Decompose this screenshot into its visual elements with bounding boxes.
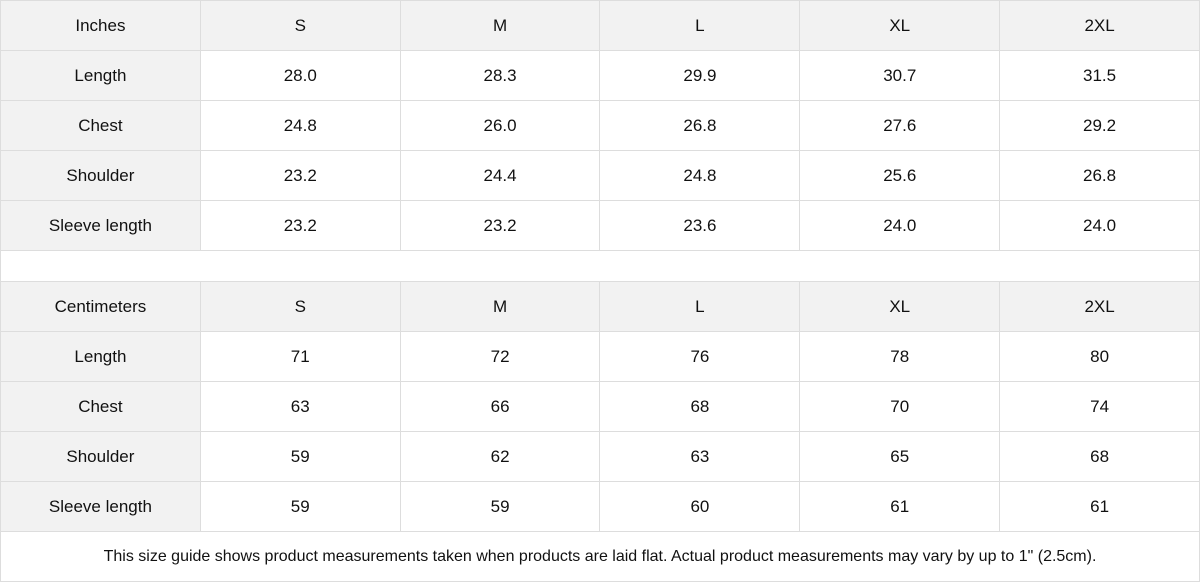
measurement-value: 63 <box>200 382 401 432</box>
size-header: L <box>600 1 801 51</box>
measurement-value: 65 <box>800 432 1001 482</box>
measurement-value: 29.2 <box>1000 101 1200 151</box>
measurement-value: 66 <box>400 382 601 432</box>
size-header: 2XL <box>1000 282 1200 332</box>
measurement-value: 24.0 <box>800 201 1001 251</box>
size-header: S <box>200 282 401 332</box>
measurement-label: Chest <box>1 382 201 432</box>
measurement-value: 59 <box>200 482 401 532</box>
measurement-value: 27.6 <box>800 101 1001 151</box>
measurement-label: Sleeve length <box>1 482 201 532</box>
measurement-label: Chest <box>1 101 201 151</box>
measurement-value: 26.8 <box>1000 151 1200 201</box>
size-header: XL <box>800 282 1001 332</box>
measurement-value: 71 <box>200 332 401 382</box>
measurement-value: 74 <box>1000 382 1200 432</box>
measurement-value: 31.5 <box>1000 51 1200 101</box>
measurement-value: 24.4 <box>400 151 601 201</box>
size-guide-note: This size guide shows product measuremen… <box>0 532 1200 582</box>
measurement-value: 23.2 <box>200 151 401 201</box>
measurement-value: 72 <box>400 332 601 382</box>
measurement-value: 70 <box>800 382 1001 432</box>
measurement-label: Shoulder <box>1 432 201 482</box>
size-header: L <box>600 282 801 332</box>
measurement-value: 60 <box>600 482 801 532</box>
measurement-value: 23.2 <box>200 201 401 251</box>
measurement-value: 59 <box>400 482 601 532</box>
measurement-label: Length <box>1 51 201 101</box>
measurement-value: 61 <box>800 482 1001 532</box>
measurement-value: 68 <box>1000 432 1200 482</box>
measurement-value: 29.9 <box>600 51 801 101</box>
measurement-value: 80 <box>1000 332 1200 382</box>
measurement-value: 78 <box>800 332 1001 382</box>
measurement-value: 30.7 <box>800 51 1001 101</box>
measurement-value: 25.6 <box>800 151 1001 201</box>
size-header: S <box>200 1 401 51</box>
size-header: M <box>400 1 601 51</box>
measurement-value: 59 <box>200 432 401 482</box>
measurement-value: 76 <box>600 332 801 382</box>
measurement-value: 23.2 <box>400 201 601 251</box>
measurement-label: Sleeve length <box>1 201 201 251</box>
measurement-value: 62 <box>400 432 601 482</box>
measurement-value: 26.0 <box>400 101 601 151</box>
size-header: M <box>400 282 601 332</box>
unit-header: Centimeters <box>1 282 201 332</box>
size-header: 2XL <box>1000 1 1200 51</box>
measurement-value: 26.8 <box>600 101 801 151</box>
measurement-value: 28.3 <box>400 51 601 101</box>
measurement-label: Length <box>1 332 201 382</box>
measurement-value: 68 <box>600 382 801 432</box>
measurement-value: 24.0 <box>1000 201 1200 251</box>
measurement-value: 63 <box>600 432 801 482</box>
unit-header: Inches <box>1 1 201 51</box>
measurement-label: Shoulder <box>1 151 201 201</box>
centimeters-table: Centimeters S M L XL 2XL Length 71 72 76 78 80 Chest… <box>0 281 1200 532</box>
measurement-value: 24.8 <box>600 151 801 201</box>
inches-table: Inches S M L XL 2XL Length 28.0 28.3 29.9 30.7 31.5… <box>0 0 1200 251</box>
measurement-value: 23.6 <box>600 201 801 251</box>
measurement-value: 28.0 <box>200 51 401 101</box>
size-header: XL <box>800 1 1001 51</box>
measurement-value: 24.8 <box>200 101 401 151</box>
measurement-value: 61 <box>1000 482 1200 532</box>
table-spacer <box>0 251 1200 281</box>
